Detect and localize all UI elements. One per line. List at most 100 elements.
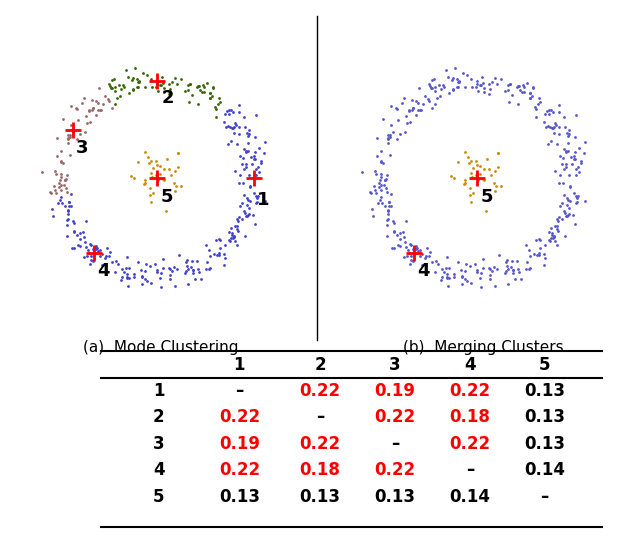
Text: 0.13: 0.13 [219,488,260,506]
Point [223,122,234,130]
Point [175,182,186,191]
Point [63,207,73,215]
Point [481,207,492,215]
Point [173,163,183,172]
Point [134,77,144,86]
Point [259,148,269,157]
Point [102,244,112,253]
Point [107,76,117,84]
Point [544,106,554,114]
Point [207,91,217,100]
Point [420,260,430,269]
Point [444,264,454,273]
Point [453,82,463,91]
Point [74,229,84,238]
Point [99,100,109,109]
Point [110,99,120,108]
Point [490,74,500,83]
Point [211,113,221,122]
Point [389,218,399,227]
Point [80,238,90,246]
Point [250,220,260,228]
Text: 0.13: 0.13 [374,488,415,506]
Point [152,267,163,276]
Point [159,175,170,184]
Point [392,116,403,124]
Point [67,102,77,111]
Point [373,199,383,207]
Point [245,196,255,205]
Point [398,228,408,237]
Point [472,267,483,276]
Point [376,193,386,201]
Point [543,122,554,130]
Point [238,153,248,162]
Point [460,83,470,91]
Text: 2: 2 [314,355,326,374]
Point [68,217,78,226]
Point [227,228,237,237]
Point [116,264,127,273]
Point [383,198,394,207]
Point [392,134,402,143]
Point [51,188,61,197]
Point [471,157,481,166]
Point [85,117,95,126]
Point [63,210,73,219]
Point [528,84,538,92]
Point [152,266,163,275]
Point [123,73,133,82]
Point [172,79,182,88]
Point [81,112,91,120]
Point [376,170,387,178]
Point [173,148,183,157]
Point [199,87,209,96]
Point [133,82,143,91]
Point [67,244,77,253]
Point [235,152,245,161]
Point [579,148,589,157]
Point [482,155,492,164]
Point [88,104,99,113]
Point [56,180,66,189]
Point [214,251,224,259]
Point [569,189,579,198]
Text: 0.14: 0.14 [449,488,490,506]
Point [371,188,381,197]
Point [65,132,75,141]
Point [137,273,147,282]
Point [365,187,375,196]
Point [164,264,174,273]
Point [79,252,90,261]
Point [60,176,70,184]
Point [119,268,129,276]
Point [90,244,100,252]
Point [96,105,106,114]
Point [83,105,93,114]
Point [45,187,55,196]
Point [205,89,215,97]
Point [502,256,513,265]
Point [430,268,440,276]
Point [255,159,266,167]
Point [561,212,572,220]
Point [541,123,551,132]
Point [63,206,73,214]
Point [241,147,252,156]
Point [436,276,446,285]
Point [183,81,193,90]
Point [460,179,470,187]
Point [439,83,449,91]
Point [163,89,173,98]
Point [75,242,85,251]
Point [382,221,392,230]
Point [525,89,536,97]
Text: 3: 3 [153,435,164,453]
Point [415,106,426,114]
Point [95,106,106,114]
Point [399,94,409,103]
Point [100,91,110,100]
Point [509,274,520,283]
Point [415,252,425,260]
Point [492,79,502,88]
